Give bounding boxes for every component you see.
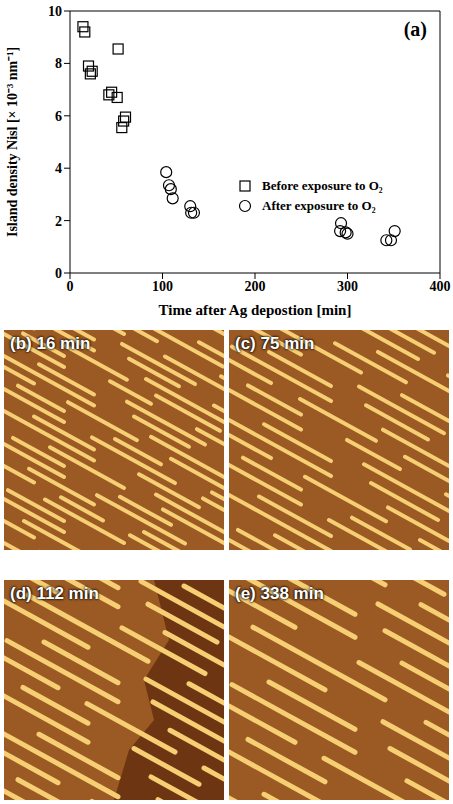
html-text:(d) 112 min: (d) 112 min <box>10 584 99 603</box>
html-text:(a): (a) <box>403 18 427 40</box>
html-text:Before exposure to O₂: Before exposure to O₂ <box>262 178 383 193</box>
svg-text:0: 0 <box>55 266 62 281</box>
svg-text:8: 8 <box>55 56 62 71</box>
svg-text:0: 0 <box>67 279 74 294</box>
svg-text:4: 4 <box>55 161 62 176</box>
html-text:After exposure to O₂: After exposure to O₂ <box>262 198 376 213</box>
svg-text:400: 400 <box>430 279 451 294</box>
html-text:(c) 75 min: (c) 75 min <box>235 334 315 353</box>
svg-text:10: 10 <box>48 4 62 19</box>
svg-text:100: 100 <box>152 279 173 294</box>
svg-text:Island density Nisl [× 10⁻³ nm: Island density Nisl [× 10⁻³ nm⁻¹] <box>5 47 20 237</box>
svg-text:200: 200 <box>245 279 266 294</box>
svg-text:6: 6 <box>55 109 62 124</box>
html-text:(e) 338 min: (e) 338 min <box>235 584 324 603</box>
html-text:(b) 16 min: (b) 16 min <box>10 334 91 353</box>
svg-text:Time after Ag depostion [min]: Time after Ag depostion [min] <box>159 302 352 318</box>
svg-text:2: 2 <box>55 214 62 229</box>
svg-text:300: 300 <box>337 279 358 294</box>
